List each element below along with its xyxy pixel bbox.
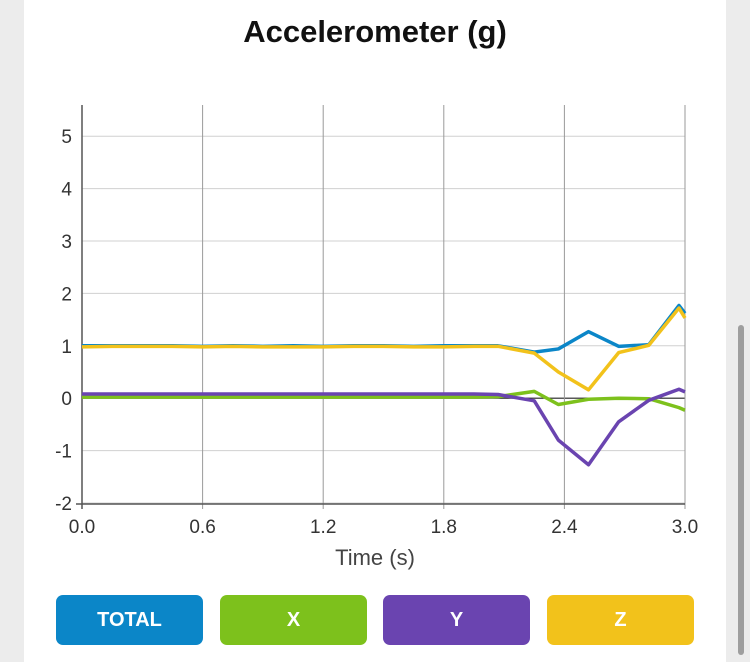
x-tick-label: 1.2 <box>310 517 336 538</box>
x-tick-label: 2.4 <box>551 517 578 538</box>
chart-card <box>24 0 726 662</box>
x-tick-label: 0.0 <box>69 517 95 538</box>
total-button[interactable]: TOTAL <box>56 595 203 645</box>
y-tick-label: 5 <box>61 127 72 148</box>
y-button[interactable]: Y <box>383 595 530 645</box>
vertical-scrollbar[interactable] <box>738 325 744 655</box>
y-tick-label: 2 <box>61 284 72 305</box>
x-button[interactable]: X <box>220 595 367 645</box>
series-line-z <box>81 306 687 392</box>
x-tick-label: 3.0 <box>672 517 698 538</box>
y-tick-label: 4 <box>61 180 72 201</box>
y-tick-label: 3 <box>61 232 72 253</box>
series-line-y <box>82 387 686 467</box>
y-tick-label: 0 <box>61 389 72 410</box>
x-tick-label: 0.6 <box>189 517 215 538</box>
x-tick-label: 1.8 <box>431 517 457 538</box>
chart-title: Accelerometer (g) <box>243 14 507 49</box>
x-axis-label: Time (s) <box>335 545 415 570</box>
z-button[interactable]: Z <box>547 595 694 645</box>
y-tick-label: -1 <box>55 442 72 463</box>
series-line-x <box>82 389 686 412</box>
y-tick-label: 1 <box>61 337 72 358</box>
y-tick-label: -2 <box>55 494 72 515</box>
